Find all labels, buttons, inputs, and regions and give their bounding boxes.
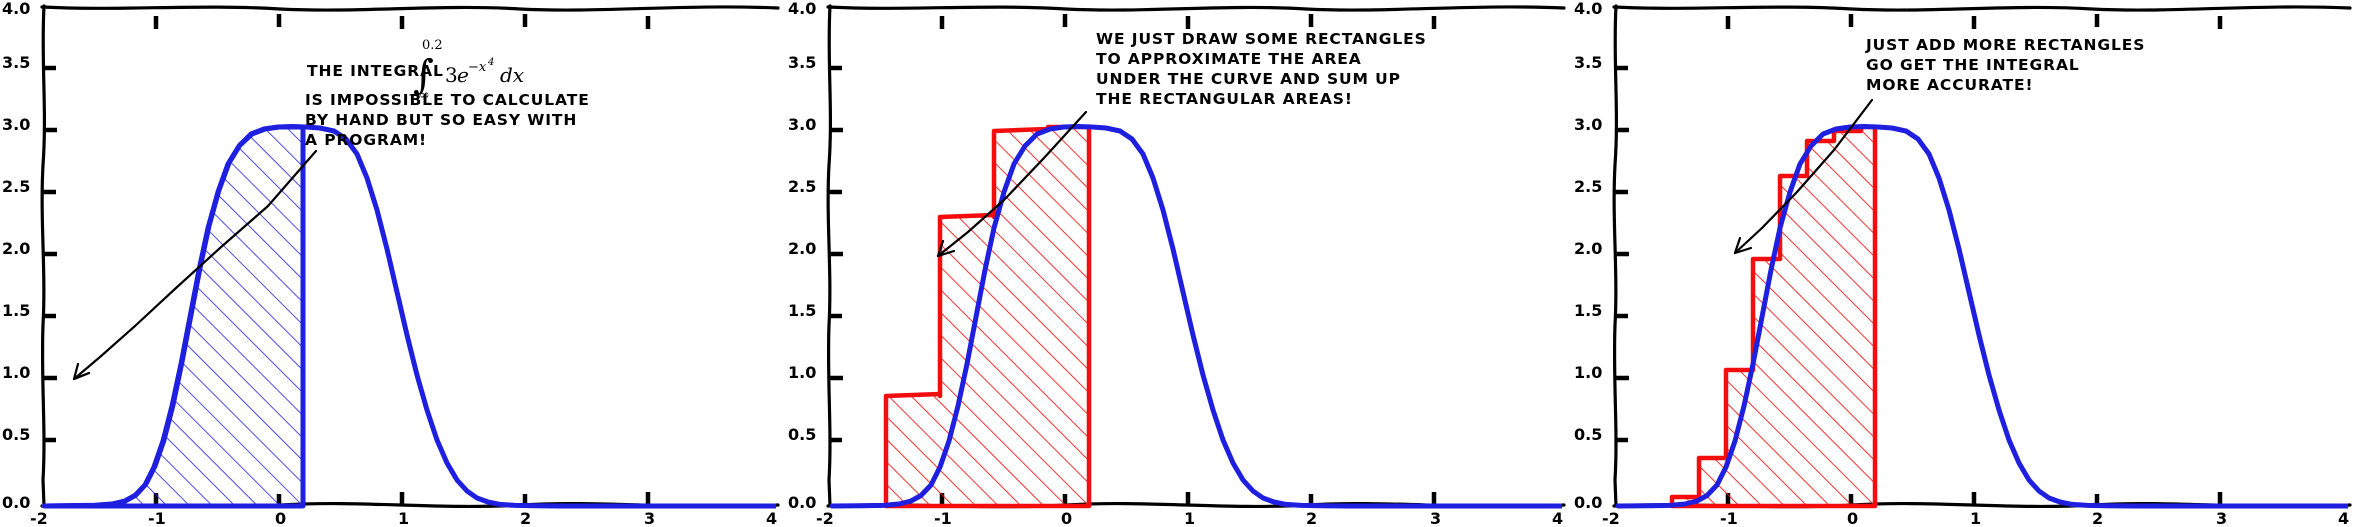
ytick-label: 4.0 xyxy=(1574,0,1602,18)
ytick-label: 3.0 xyxy=(2,115,30,134)
y-axis-spine xyxy=(826,4,833,508)
ytick-label: 3.0 xyxy=(788,115,816,134)
y-axis-spine xyxy=(1612,4,1619,508)
ytick-label: 0.5 xyxy=(1574,425,1602,444)
ytick-label: 2.0 xyxy=(1574,239,1602,258)
function-curve xyxy=(1615,124,2348,509)
y-axis-spine xyxy=(40,4,47,508)
xtick-label: -2 xyxy=(1602,509,1620,527)
top-spine xyxy=(1612,5,2352,12)
ytick-label: 2.5 xyxy=(2,177,30,196)
panel-2-plot: 4.0 3.5 3.0 2.5 2.0 1.5 1.0 0.5 0.0 -2 -… xyxy=(788,0,1566,527)
xtick-label: 4 xyxy=(1552,509,1563,527)
integral-fill-region xyxy=(41,124,306,509)
xtick-label: -1 xyxy=(1720,509,1738,527)
integrand-exponent: −x xyxy=(468,60,487,75)
panel-1-annotation: THE INTEGRAL ∫ 0.2 −∞ 3 e −x 4 dx IS IMP… xyxy=(72,38,590,381)
ytick-label: 4.0 xyxy=(788,0,816,18)
xtick-label: -2 xyxy=(30,509,48,527)
panel-3-annotation: JUST ADD MORE RECTANGLES GO GET THE INTE… xyxy=(1733,36,2145,255)
panel-1-y-ticks xyxy=(43,65,57,443)
xtick-label: 3 xyxy=(644,509,655,527)
panel-3-y-ticks xyxy=(1615,65,1629,443)
xtick-label: 2 xyxy=(520,509,531,527)
panel-3-y-axis: 4.0 3.5 3.0 2.5 2.0 1.5 1.0 0.5 0.0 xyxy=(1574,0,1602,512)
top-spine xyxy=(40,5,780,12)
xtick-label: 2 xyxy=(2092,509,2103,527)
integral-upper-limit: 0.2 xyxy=(422,38,443,53)
exact-integral-panel: 4.0 3.5 3.0 2.5 2.0 1.5 1.0 0.5 0.0 -2 -… xyxy=(0,0,786,527)
integral-lower-limit: −∞ xyxy=(408,88,430,103)
riemann-rectangles xyxy=(1669,124,1878,509)
annotation-arrow xyxy=(1733,98,1874,255)
ytick-label: 2.0 xyxy=(2,239,30,258)
annotation-arrow-head xyxy=(1733,236,1753,255)
annotation-line-3: BY HAND BUT SO EASY WITH xyxy=(305,111,577,129)
integrand-coefficient: 3 xyxy=(445,63,458,87)
ytick-label: 1.5 xyxy=(1574,301,1602,320)
panel-2-y-ticks xyxy=(829,65,843,443)
fine-riemann-panel: 4.0 3.5 3.0 2.5 2.0 1.5 1.0 0.5 0.0 -2 -… xyxy=(1572,0,2358,527)
xtick-label: -1 xyxy=(934,509,952,527)
ytick-label: 4.0 xyxy=(2,0,30,18)
ytick-label: 2.0 xyxy=(788,239,816,258)
annotation-arrow-head xyxy=(72,362,91,381)
ytick-label: 0.5 xyxy=(788,425,816,444)
ytick-label: 1.5 xyxy=(788,301,816,320)
annotation-arrow xyxy=(72,149,318,381)
top-spine xyxy=(826,5,1566,12)
integrand-base: e xyxy=(457,63,469,87)
xtick-label: 0 xyxy=(275,509,286,527)
annotation-line-3: MORE ACCURATE! xyxy=(1866,76,2033,94)
xtick-label: 1 xyxy=(398,509,409,527)
differential: dx xyxy=(500,63,524,87)
ytick-label: 0.0 xyxy=(2,493,30,512)
annotation-line-4: A PROGRAM! xyxy=(305,131,427,149)
annotation-line-2: GO GET THE INTEGRAL xyxy=(1866,56,2080,74)
ytick-label: 1.0 xyxy=(2,363,30,382)
integral-math-expression: ∫ 0.2 −∞ 3 e −x 4 dx xyxy=(408,38,524,103)
ytick-label: 1.5 xyxy=(2,301,30,320)
panel-3-plot: 4.0 3.5 3.0 2.5 2.0 1.5 1.0 0.5 0.0 -2 -… xyxy=(1574,0,2352,527)
ytick-label: 3.5 xyxy=(2,53,30,72)
xtick-label: -2 xyxy=(816,509,834,527)
ytick-label: 1.0 xyxy=(788,363,816,382)
riemann-rectangles xyxy=(883,124,1092,509)
ytick-label: 0.5 xyxy=(2,425,30,444)
xtick-label: 0 xyxy=(1061,509,1072,527)
xtick-label: 4 xyxy=(2338,509,2349,527)
ytick-label: 1.0 xyxy=(1574,363,1602,382)
panel-3-x-axis: -2 -1 0 1 2 3 4 xyxy=(1602,509,2349,527)
panel-2-y-axis: 4.0 3.5 3.0 2.5 2.0 1.5 1.0 0.5 0.0 xyxy=(788,0,816,512)
function-curve xyxy=(829,124,1562,509)
xtick-label: 3 xyxy=(2216,509,2227,527)
xtick-label: 1 xyxy=(1970,509,1981,527)
xtick-label: -1 xyxy=(148,509,166,527)
ytick-label: 0.0 xyxy=(1574,493,1602,512)
annotation-line-2: IS IMPOSSIBLE TO CALCULATE xyxy=(305,91,590,109)
xtick-label: 1 xyxy=(1184,509,1195,527)
function-curve xyxy=(43,124,776,509)
ytick-label: 2.5 xyxy=(788,177,816,196)
ytick-label: 3.5 xyxy=(788,53,816,72)
xtick-label: 2 xyxy=(1306,509,1317,527)
panel-1-x-axis: -2 -1 0 1 2 3 4 xyxy=(30,509,777,527)
integrand-power: 4 xyxy=(487,57,494,68)
xtick-label: 0 xyxy=(1847,509,1858,527)
annotation-line-1: JUST ADD MORE RECTANGLES xyxy=(1865,36,2145,54)
panel-2-x-axis: -2 -1 0 1 2 3 4 xyxy=(816,509,1563,527)
coarse-riemann-panel: 4.0 3.5 3.0 2.5 2.0 1.5 1.0 0.5 0.0 -2 -… xyxy=(786,0,1572,527)
ytick-label: 2.5 xyxy=(1574,177,1602,196)
xtick-label: 3 xyxy=(1430,509,1441,527)
integral-symbol: ∫ xyxy=(413,52,434,98)
ytick-label: 0.0 xyxy=(788,493,816,512)
annotation-line-1: THE INTEGRAL xyxy=(307,62,444,80)
xtick-label: 4 xyxy=(766,509,777,527)
panel-1-y-axis: 4.0 3.5 3.0 2.5 2.0 1.5 1.0 0.5 0.0 xyxy=(2,0,30,512)
ytick-label: 3.5 xyxy=(1574,53,1602,72)
panel-1-plot: 4.0 3.5 3.0 2.5 2.0 1.5 1.0 0.5 0.0 -2 -… xyxy=(2,0,780,527)
ytick-label: 3.0 xyxy=(1574,115,1602,134)
